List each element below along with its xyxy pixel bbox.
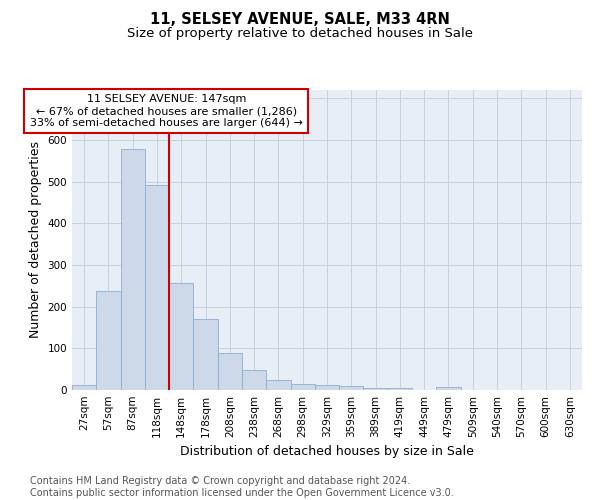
- Bar: [218, 354, 242, 390]
- Text: 11 SELSEY AVENUE: 147sqm
← 67% of detached houses are smaller (1,286)
33% of sem: 11 SELSEY AVENUE: 147sqm ← 67% of detach…: [30, 94, 303, 128]
- Bar: [315, 385, 339, 390]
- Text: 11, SELSEY AVENUE, SALE, M33 4RN: 11, SELSEY AVENUE, SALE, M33 4RN: [150, 12, 450, 28]
- Bar: [169, 282, 193, 390]
- Bar: [121, 149, 145, 390]
- Bar: [339, 386, 364, 390]
- Bar: [72, 385, 96, 390]
- Text: Size of property relative to detached houses in Sale: Size of property relative to detached ho…: [127, 28, 473, 40]
- Bar: [436, 387, 461, 390]
- Y-axis label: Number of detached properties: Number of detached properties: [29, 142, 42, 338]
- Bar: [96, 291, 121, 390]
- Bar: [290, 384, 315, 390]
- Bar: [242, 370, 266, 390]
- Bar: [145, 184, 169, 390]
- Bar: [266, 380, 290, 390]
- Bar: [193, 319, 218, 390]
- X-axis label: Distribution of detached houses by size in Sale: Distribution of detached houses by size …: [180, 446, 474, 458]
- Bar: [364, 388, 388, 390]
- Bar: [388, 388, 412, 390]
- Text: Contains HM Land Registry data © Crown copyright and database right 2024.
Contai: Contains HM Land Registry data © Crown c…: [30, 476, 454, 498]
